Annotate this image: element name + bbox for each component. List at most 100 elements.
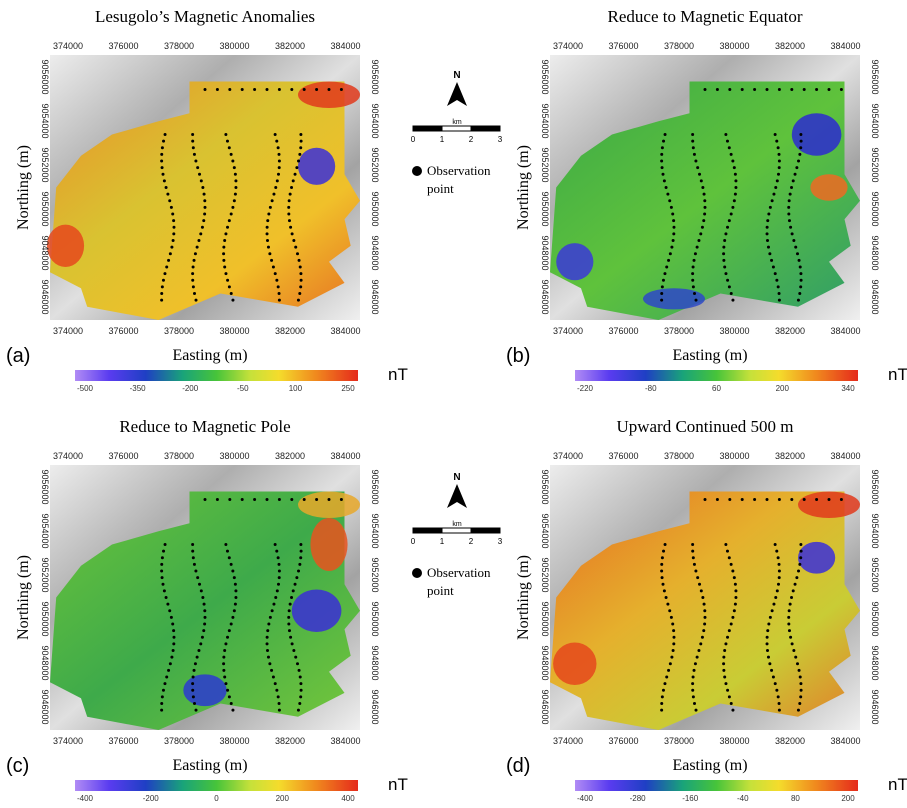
observation-point [296, 708, 300, 712]
observation-point [660, 146, 664, 150]
observation-point [723, 265, 727, 269]
observation-point [290, 87, 294, 91]
observation-point [724, 642, 728, 646]
easting-tick: 374000 [53, 41, 83, 51]
observation-point [731, 159, 735, 163]
easting-tick: 374000 [553, 451, 583, 461]
observation-point [798, 292, 802, 295]
scale-bar [412, 125, 443, 132]
anomaly [298, 81, 360, 108]
observation-point [289, 225, 293, 229]
observation-point [268, 662, 272, 666]
observation-point [773, 543, 777, 546]
observation-point [315, 497, 319, 501]
observation-point [795, 576, 799, 580]
observation-point [160, 285, 164, 289]
observation-point [198, 582, 202, 586]
observation-point [293, 172, 297, 176]
observation-point [223, 675, 227, 679]
observation-point [289, 635, 293, 639]
colorbar-label: -200 [143, 794, 160, 803]
panel-title: Reduce to Magnetic Pole [119, 417, 290, 436]
observation-point [170, 245, 174, 249]
observation-point [799, 682, 803, 686]
colorbar [575, 780, 858, 791]
colorbar-label: 340 [841, 384, 855, 393]
easting-tick: 378000 [164, 326, 194, 336]
observation-point [315, 87, 319, 91]
observation-point [660, 569, 664, 573]
observation-point [776, 695, 780, 699]
observation-point [775, 589, 779, 593]
observation-point [664, 186, 668, 189]
observation-point [231, 615, 235, 619]
observation-point [691, 549, 695, 553]
panel-title: Reduce to Magnetic Equator [608, 7, 803, 26]
observation-point [768, 252, 772, 256]
observation-point [797, 258, 801, 262]
easting-tick: 380000 [219, 326, 249, 336]
observation-point [727, 695, 731, 699]
observation-point [273, 133, 277, 136]
north-arrow [447, 82, 467, 106]
observation-point [191, 146, 195, 150]
easting-tick: 376000 [608, 736, 638, 746]
observation-point [196, 166, 200, 170]
northing-tick: 9048000 [370, 235, 380, 270]
observation-point [773, 682, 777, 686]
observation-point [168, 609, 172, 613]
observation-point [791, 179, 795, 183]
easting-tick: 384000 [330, 41, 360, 51]
observation-point [268, 615, 272, 619]
easting-tick: 382000 [275, 326, 305, 336]
anomaly [298, 491, 360, 518]
observation-point [162, 589, 166, 593]
observation-point [799, 272, 803, 276]
observation-point [162, 179, 166, 183]
observation-point [799, 695, 803, 699]
x-axis-label: Easting (m) [672, 347, 747, 364]
observation-point [661, 278, 665, 282]
observation-point [233, 602, 237, 606]
observation-point [672, 232, 676, 236]
observation-point [668, 252, 672, 256]
observation-point [787, 615, 791, 619]
observation-point [277, 569, 281, 573]
observation-point [666, 602, 670, 606]
observation-point [192, 152, 196, 156]
observation-point [732, 576, 736, 580]
observation-point [171, 212, 175, 216]
observation-point [167, 668, 171, 672]
northing-tick: 9054000 [370, 513, 380, 548]
observation-point [660, 166, 664, 170]
colorbar-label: -400 [577, 794, 594, 803]
observation-point [726, 225, 730, 229]
observation-point [772, 192, 776, 196]
northing-tick: 9052000 [540, 557, 550, 592]
observation-point [661, 688, 665, 692]
northing-tick: 9046000 [870, 689, 880, 724]
easting-tick: 384000 [330, 451, 360, 461]
observation-point [765, 232, 769, 236]
observation-point [193, 662, 197, 666]
observation-point [203, 609, 207, 613]
anomaly [46, 224, 85, 267]
observation-point [191, 139, 195, 143]
observation-point [799, 688, 803, 692]
northing-tick: 9046000 [40, 279, 50, 314]
colorbar-unit: nT [388, 365, 408, 384]
observation-point [299, 543, 303, 546]
observation-point [225, 139, 229, 143]
observation-point [339, 87, 343, 91]
observation-point [693, 252, 697, 256]
observation-point [231, 298, 235, 302]
anomaly [310, 518, 348, 571]
observation-point [777, 292, 781, 295]
observation-point [160, 576, 164, 580]
observation-point [298, 702, 302, 705]
observation-point [166, 192, 170, 196]
observation-point [777, 497, 781, 501]
observation-point [794, 655, 798, 659]
observation-point [267, 622, 271, 626]
observation-point [162, 139, 166, 143]
